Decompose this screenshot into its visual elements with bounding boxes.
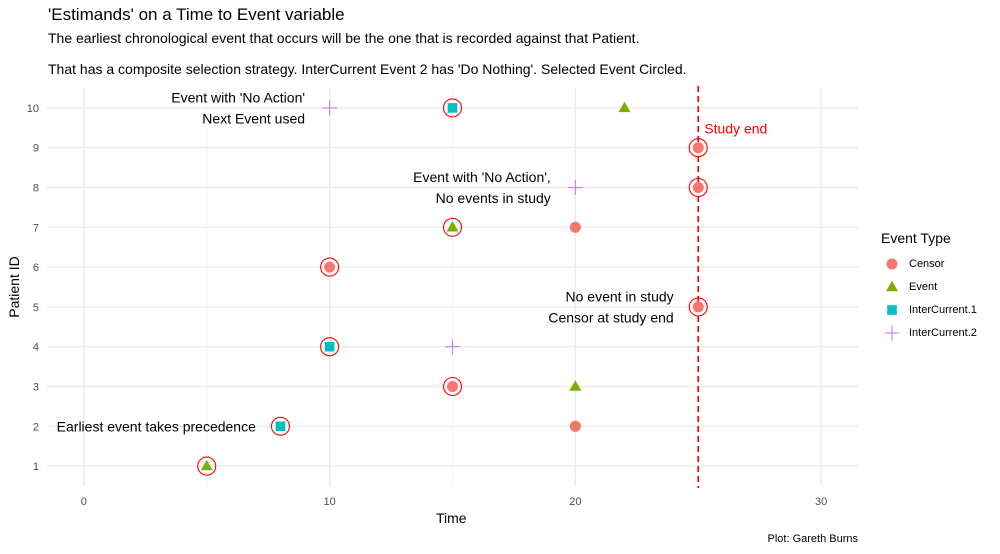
point-censor: [569, 420, 581, 432]
legend-label-censor: Censor: [909, 257, 945, 270]
x-axis-label: Time: [436, 510, 467, 526]
point-intercurrent-1: [324, 341, 335, 352]
selected-event-circle: [320, 257, 340, 277]
data-points: [200, 100, 704, 471]
selected-event-circles: [197, 98, 708, 476]
selected-event-circle: [688, 138, 708, 158]
annotation-text: No event in study: [566, 288, 674, 304]
selected-event-circle: [197, 456, 217, 476]
point-censor: [324, 261, 336, 273]
legend-item-intercurrent-1: InterCurrent.1: [881, 298, 977, 321]
annotation-text: Earliest event takes precedence: [57, 418, 256, 434]
legend-label-event: Event: [909, 280, 938, 293]
x-tick-label: 0: [81, 496, 87, 508]
y-tick-label: 7: [33, 222, 39, 234]
annotations: Event with 'No Action' Next Event used Eve…: [57, 89, 674, 434]
selected-event-circle: [270, 416, 291, 436]
point-censor: [569, 221, 581, 233]
y-tick-label: 6: [33, 262, 39, 274]
legend-item-censor: Censor: [881, 252, 977, 275]
legend-label-intercurrent-2: InterCurrent.2: [909, 326, 977, 339]
study-end-label: Study end: [704, 121, 767, 137]
legend-label-intercurrent-1: InterCurrent.1: [909, 303, 977, 316]
point-intercurrent-2: [445, 339, 460, 355]
y-tick-label: 4: [33, 342, 39, 354]
y-tick-label: 1: [33, 461, 39, 473]
chart-title: 'Estimands' on a Time to Event variable: [48, 5, 345, 24]
legend-key-event: [886, 280, 898, 291]
chart-subtitle-line-2: That has a composite selection strategy.…: [48, 61, 687, 77]
legend-key-censor: [886, 258, 898, 269]
point-event: [446, 221, 459, 232]
annotation-text: No events in study: [436, 190, 551, 206]
selected-event-circle: [688, 297, 708, 317]
point-censor: [447, 381, 458, 392]
y-tick-label: 2: [33, 421, 39, 433]
legend-title: Event Type: [881, 230, 951, 246]
y-tick-label: 9: [33, 143, 39, 155]
legend: Event Type Censor Event InterCurrent.1 I…: [881, 230, 977, 344]
y-tick-label: 5: [33, 302, 39, 314]
x-tick-label: 30: [815, 496, 827, 508]
selected-event-circle: [688, 177, 708, 198]
point-intercurrent-1: [447, 103, 458, 113]
point-event: [618, 101, 631, 113]
point-intercurrent-1: [275, 421, 286, 432]
point-censor: [692, 142, 704, 154]
x-tick-label: 20: [569, 496, 581, 508]
selected-event-circle: [320, 337, 340, 357]
legend-glyph: [884, 325, 900, 340]
point-censor: [692, 182, 704, 193]
axis-ticks: 0 10 20 30 1 2 3 4 5 6 7 8 9 10: [27, 103, 828, 508]
selected-event-circle: [442, 217, 463, 237]
point-event: [200, 459, 213, 471]
y-tick-label: 10: [27, 103, 39, 115]
y-tick-label: 3: [33, 382, 39, 394]
point-intercurrent-2: [567, 180, 583, 195]
point-intercurrent-2: [322, 100, 338, 116]
legend-glyph: [887, 304, 897, 315]
annotation-text: Event with 'No Action': [171, 89, 305, 105]
legend-glyph: [886, 258, 898, 269]
annotation-text: Next Event used: [202, 110, 305, 126]
legend-key-intercurrent-2: [884, 325, 900, 340]
chart-subtitle-line-1: The earliest chronological event that oc…: [48, 30, 640, 46]
selected-event-circle: [442, 376, 463, 397]
x-tick-label: 10: [323, 496, 335, 508]
study-end-line: Study end: [697, 86, 767, 488]
point-censor: [692, 301, 704, 313]
legend-item-intercurrent-2: InterCurrent.2: [881, 321, 977, 344]
annotation-text: Censor at study end: [548, 309, 673, 325]
plot-caption: Plot: Gareth Burns: [767, 533, 859, 545]
selected-event-circle: [442, 98, 463, 118]
y-axis-label: Patient ID: [6, 256, 22, 318]
grid: [47, 88, 858, 486]
annotation-text: Event with 'No Action',: [413, 169, 551, 185]
legend-key-intercurrent-1: [887, 304, 897, 315]
legend-item-event: Event: [881, 275, 977, 298]
point-event: [569, 380, 582, 391]
y-tick-label: 8: [33, 183, 39, 195]
legend-glyph: [886, 280, 898, 291]
